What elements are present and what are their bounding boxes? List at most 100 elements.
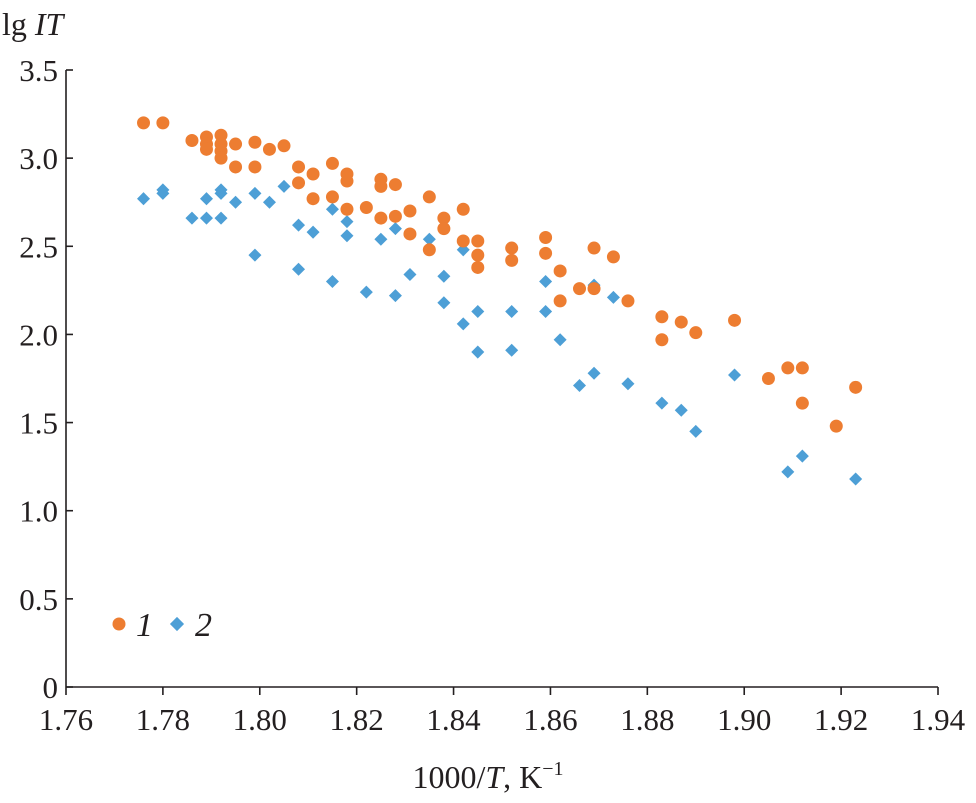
series-2-point [388,289,402,303]
series-1-points [137,116,863,433]
series-1-point [292,160,306,174]
series-2-point [292,262,306,276]
series-1-point [795,396,809,410]
series-1-point [471,260,485,274]
x-axis-title-unit: , K [503,759,542,795]
series-2-point [340,215,354,229]
series-1-point [829,419,843,433]
series-1-point [292,176,306,190]
series-1-point [456,234,470,248]
series-1-point [248,160,262,174]
series-1-point [262,142,276,156]
series-2-point [325,275,339,289]
x-tick-label: 1.82 [330,702,384,737]
series-1-point [674,315,688,329]
x-tick-label: 1.88 [620,702,674,737]
series-2-point [137,192,151,206]
series-1-point [403,204,417,218]
axes: 00.51.01.52.02.53.03.5 1.76 1.78 1.80 1.82 1… [19,53,965,737]
series-2-point [262,195,276,209]
series-1-point [849,380,863,394]
series-1-point [388,178,402,192]
series-1-point [248,135,262,149]
series-2-point [340,229,354,243]
legend-marker-series-2 [169,616,185,632]
series-1-point [437,222,451,236]
y-axis-title-variable: IT [34,6,66,42]
series-2-point [199,192,213,206]
series-2-point [689,424,703,438]
series-1-point [306,167,320,181]
series-2-point [403,267,417,281]
series-2-point [655,396,669,410]
x-ticks: 1.76 1.78 1.80 1.82 1.84 1.86 1.88 1.90 1.92 1.94 [39,687,966,737]
x-tick-label: 1.92 [814,702,868,737]
series-2-point [456,317,470,331]
series-2-point [325,202,339,216]
series-2-point [437,269,451,283]
series-2-point [795,449,809,463]
x-axis-title-exponent: −1 [542,758,563,780]
y-tick-label: 3.0 [19,141,58,176]
series-1-point [505,253,519,267]
series-1-point [325,156,339,170]
x-tick-label: 1.90 [717,702,771,737]
series-2-point [587,366,601,380]
series-2-point [553,333,567,347]
data-points [137,116,863,486]
series-2-point [539,305,553,319]
series-2-point [781,465,795,479]
series-1-point [505,241,519,255]
series-2-point [437,296,451,310]
series-2-point [185,211,199,225]
y-tick-label: 1.0 [19,494,58,529]
series-1-point [229,160,243,174]
series-1-point [728,313,742,327]
series-2-point [156,186,170,200]
series-2-point [849,472,863,486]
series-2-point [388,222,402,236]
legend: 1 2 [112,607,212,644]
x-tick-label: 1.84 [426,702,481,737]
series-1-point [156,116,170,130]
x-tick-label: 1.86 [523,702,577,737]
series-1-point [374,211,388,225]
series-2-point [229,195,243,209]
series-1-point [306,192,320,206]
series-1-point [471,248,485,262]
x-tick-label: 1.80 [233,702,287,737]
series-1-point [471,234,485,248]
y-ticks: 0 0.5 1.0 1.5 2.0 2.5 3.0 3.5 [19,53,73,705]
series-1-point [199,142,213,156]
series-2-point [306,225,320,239]
series-2-point [573,379,587,393]
legend-label-series-1: 1 [136,607,153,644]
y-tick-label: 1.5 [19,406,58,441]
series-2-point [214,186,228,200]
x-tick-label: 1.78 [136,702,190,737]
series-1-point [185,134,199,148]
series-1-point [781,361,795,375]
series-1-point [621,294,635,308]
series-1-point [587,241,601,255]
series-1-point [553,264,567,278]
series-2-point [606,290,620,304]
series-2-point [374,232,388,246]
series-1-point [689,326,703,340]
y-tick-label: 3.5 [19,53,58,88]
series-1-point [437,211,451,225]
series-1-point [214,151,228,165]
series-1-point [374,179,388,193]
series-2-point [422,232,436,246]
series-2-point [359,285,373,299]
series-1-point [456,202,470,216]
series-2-point [471,345,485,359]
series-2-point [505,343,519,357]
series-1-point [587,282,601,296]
series-2-point [199,211,213,225]
series-2-point [674,403,688,417]
series-2-point [505,305,519,319]
series-2-point [248,186,262,200]
legend-marker-series-1 [112,617,126,631]
y-tick-label: 2.0 [19,317,58,352]
